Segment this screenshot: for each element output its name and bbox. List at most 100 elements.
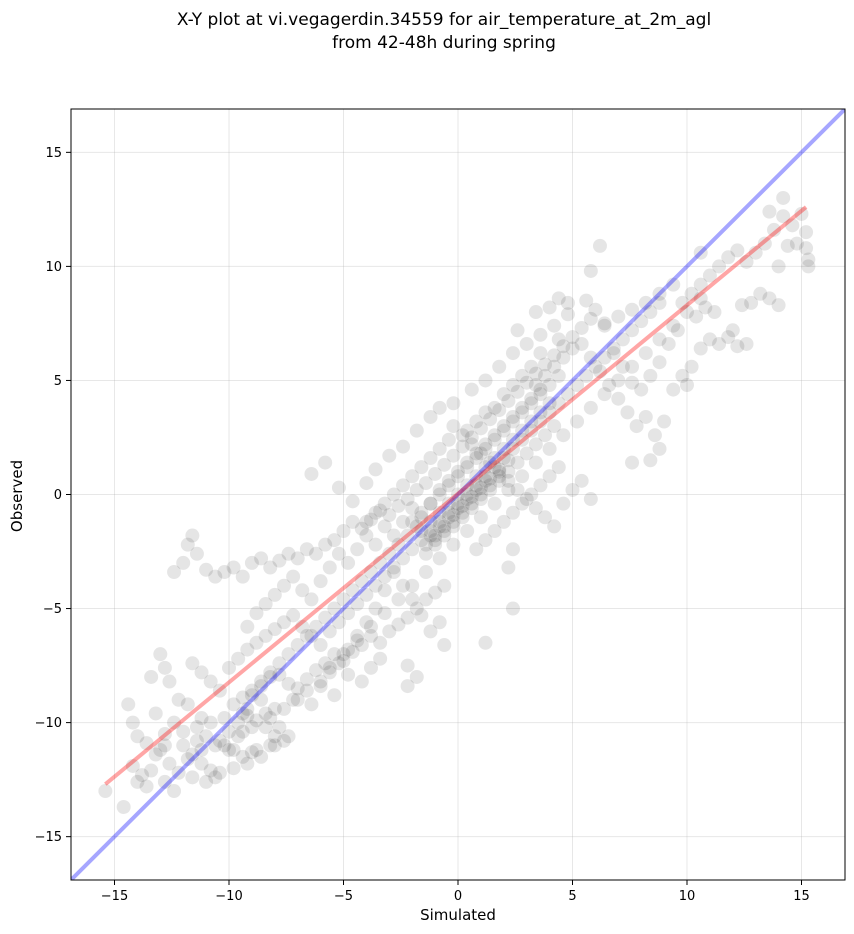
scatter-point <box>473 480 488 495</box>
scatter-point <box>405 514 420 529</box>
scatter-point <box>460 523 475 538</box>
scatter-point <box>428 528 443 543</box>
scatter-point <box>194 711 209 726</box>
scatter-point <box>354 674 369 689</box>
scatter-point <box>725 323 740 338</box>
scatter-point <box>712 336 727 351</box>
scatter-point <box>794 206 809 221</box>
scatter-point <box>551 291 566 306</box>
scatter-point <box>473 446 488 461</box>
scatter-point <box>533 382 548 397</box>
scatter-point <box>556 339 571 354</box>
scatter-point <box>267 622 282 637</box>
scatter-point <box>363 512 378 527</box>
scatter-point <box>263 560 278 575</box>
scatter-point <box>212 683 227 698</box>
scatter-point <box>771 298 786 313</box>
scatter-point <box>588 302 603 317</box>
scatter-point <box>244 720 259 735</box>
scatter-point <box>455 439 470 454</box>
scatter-point <box>272 553 287 568</box>
scatter-point <box>501 482 516 497</box>
scatter-point <box>157 738 172 753</box>
scatter-point <box>538 510 553 525</box>
scatter-point <box>684 359 699 374</box>
x-tick-label: 15 <box>793 889 810 904</box>
scatter-point <box>611 309 626 324</box>
scatter-point <box>801 252 816 267</box>
scatter-point <box>386 528 401 543</box>
scatter-point <box>254 551 269 566</box>
scatter-point <box>276 701 291 716</box>
scatter-point <box>533 387 548 402</box>
scatter-point <box>231 651 246 666</box>
scatter-point <box>606 346 621 361</box>
scatter-point <box>441 510 456 525</box>
scatter-point <box>487 496 502 511</box>
scatter-point <box>341 642 356 657</box>
scatter-point <box>354 638 369 653</box>
scatter-point <box>496 441 511 456</box>
scatter-point <box>249 742 264 757</box>
scatter-point <box>254 679 269 694</box>
scatter-point <box>496 423 511 438</box>
scatter-point <box>464 496 479 511</box>
scatter-point <box>144 763 159 778</box>
scatter-point <box>496 451 511 466</box>
scatter-point <box>208 770 223 785</box>
scatter-point <box>428 466 443 481</box>
scatter-point <box>418 565 433 580</box>
scatter-point <box>290 638 305 653</box>
scatter-point <box>515 368 530 383</box>
scatter-point <box>652 332 667 347</box>
scatter-point <box>423 496 438 511</box>
scatter-point <box>336 654 351 669</box>
scatter-point <box>446 537 461 552</box>
scatter-point <box>354 521 369 536</box>
scatter-point <box>409 482 424 497</box>
scatter-point <box>505 441 520 456</box>
scatter-point <box>290 551 305 566</box>
scatter-point <box>799 225 814 240</box>
scatter-point <box>675 295 690 310</box>
scatter-point <box>295 619 310 634</box>
scatter-point <box>675 368 690 383</box>
scatter-point <box>276 733 291 748</box>
scatter-point <box>615 332 630 347</box>
scatter-point <box>542 396 557 411</box>
scatter-point <box>373 555 388 570</box>
scatter-point <box>185 528 200 543</box>
scatter-point <box>309 619 324 634</box>
scatter-point <box>437 457 452 472</box>
scatter-point <box>551 332 566 347</box>
scatter-point <box>547 318 562 333</box>
scatter-point <box>542 378 557 393</box>
scatter-point <box>487 432 502 447</box>
scatter-point <box>625 455 640 470</box>
scatter-point <box>487 428 502 443</box>
scatter-point <box>217 738 232 753</box>
scatter-point <box>505 346 520 361</box>
scatter-point <box>331 656 346 671</box>
scatter-point <box>629 419 644 434</box>
scatter-point <box>693 277 708 292</box>
regression-line <box>104 205 808 786</box>
scatter-point <box>249 635 264 650</box>
scatter-point <box>423 496 438 511</box>
scatter-point <box>505 601 520 616</box>
scatter-point <box>386 560 401 575</box>
reference-lines <box>71 109 845 880</box>
scatter-point <box>341 606 356 621</box>
scatter-point <box>313 674 328 689</box>
scatter-point <box>478 437 493 452</box>
scatter-point <box>162 756 177 771</box>
scatter-point <box>254 674 269 689</box>
scatter-point <box>487 460 502 475</box>
scatter-point <box>652 295 667 310</box>
scatter-point <box>679 378 694 393</box>
x-tick-label: −5 <box>334 889 353 904</box>
scatter-point <box>304 628 319 643</box>
scatter-point <box>377 606 392 621</box>
scatter-point <box>331 546 346 561</box>
scatter-point <box>409 601 424 616</box>
